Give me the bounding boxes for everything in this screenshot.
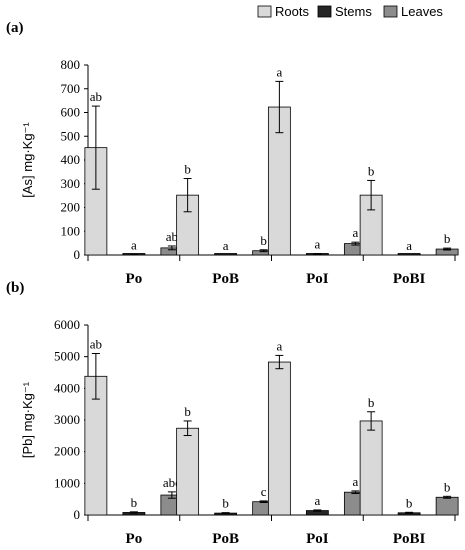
significance-letter-stems: b — [406, 495, 413, 510]
x-category-label: Po — [126, 531, 143, 547]
x-category-label: PoI — [306, 531, 329, 547]
significance-letter-stems: a — [223, 238, 229, 253]
x-category-label: Po — [126, 271, 143, 287]
legend-swatch-stems — [317, 5, 332, 18]
bar-stems — [214, 253, 238, 256]
significance-letter-leaves: b — [444, 479, 451, 494]
chart-panel-a: (a) [As] mg·Kg⁻¹ 0 100 200 300 400 500 600 700 800… — [6, 20, 459, 287]
x-category-label: PoB — [212, 271, 239, 287]
significance-letter-roots: a — [276, 338, 282, 353]
panel-label: (b) — [6, 280, 24, 296]
significance-letter-leaves: ab — [166, 229, 178, 244]
significance-letter-stems: a — [406, 238, 412, 253]
significance-letter-leaves: b — [260, 233, 267, 248]
significance-letter-leaves: b — [444, 231, 451, 246]
y-tick-label: 600 — [61, 105, 81, 120]
x-category-label: PoB — [212, 531, 239, 547]
y-axis-label: [As] mg·Kg⁻¹ — [20, 122, 35, 198]
significance-letter-stems: b — [131, 495, 138, 510]
significance-letter-roots: ab — [90, 89, 102, 104]
x-category-label: PoBI — [393, 531, 426, 547]
significance-letter-stems: a — [314, 493, 320, 508]
y-tick-label: 100 — [61, 223, 81, 238]
legend: Roots Stems Leaves — [257, 4, 443, 19]
significance-letter-roots: b — [368, 163, 375, 178]
significance-letter-stems: a — [314, 237, 320, 252]
bar-roots — [176, 427, 200, 516]
y-tick-label: 1000 — [54, 475, 80, 490]
significance-letter-stems: b — [222, 496, 229, 511]
y-tick-label: 0 — [74, 247, 81, 262]
y-axis-label: [Pb] mg·Kg⁻¹ — [20, 381, 35, 458]
bar-roots — [359, 420, 383, 516]
y-tick-label: 4000 — [54, 380, 80, 395]
legend-label-leaves: Leaves — [401, 4, 443, 19]
y-tick-label: 3000 — [54, 412, 80, 427]
significance-letter-roots: b — [368, 395, 375, 410]
x-category-label: PoBI — [393, 271, 426, 287]
y-tick-label: 300 — [61, 176, 81, 191]
legend-swatch-leaves — [383, 5, 398, 18]
significance-letter-leaves: c — [261, 484, 267, 499]
significance-letter-roots: b — [184, 404, 191, 419]
y-tick-label: 200 — [61, 200, 81, 215]
bar-stems — [397, 253, 421, 256]
legend-label-stems: Stems — [335, 4, 372, 19]
y-tick-label: 5000 — [54, 349, 80, 364]
bar-leaves — [435, 496, 459, 516]
y-tick-label: 6000 — [54, 317, 80, 332]
chart-panel-b: (b) [Pb] mg·Kg⁻¹ 0 1000 2000 3000 4000 5000 6000… — [6, 280, 459, 547]
panel-label: (a) — [6, 20, 24, 36]
significance-letter-leaves: a — [352, 474, 358, 489]
significance-letter-stems: a — [131, 237, 137, 252]
significance-letter-roots: a — [276, 64, 282, 79]
significance-letter-roots: ab — [90, 337, 102, 352]
significance-letter-roots: b — [184, 162, 191, 177]
legend-swatch-roots — [257, 5, 272, 18]
x-category-label: PoI — [306, 271, 329, 287]
bar-roots — [267, 361, 291, 516]
y-tick-label: 400 — [61, 152, 81, 167]
significance-letter-leaves: a — [352, 225, 358, 240]
y-tick-label: 700 — [61, 81, 81, 96]
y-tick-label: 2000 — [54, 444, 80, 459]
y-tick-label: 500 — [61, 128, 81, 143]
legend-label-roots: Roots — [275, 4, 309, 19]
y-tick-label: 0 — [74, 507, 81, 522]
y-tick-label: 800 — [61, 57, 81, 72]
